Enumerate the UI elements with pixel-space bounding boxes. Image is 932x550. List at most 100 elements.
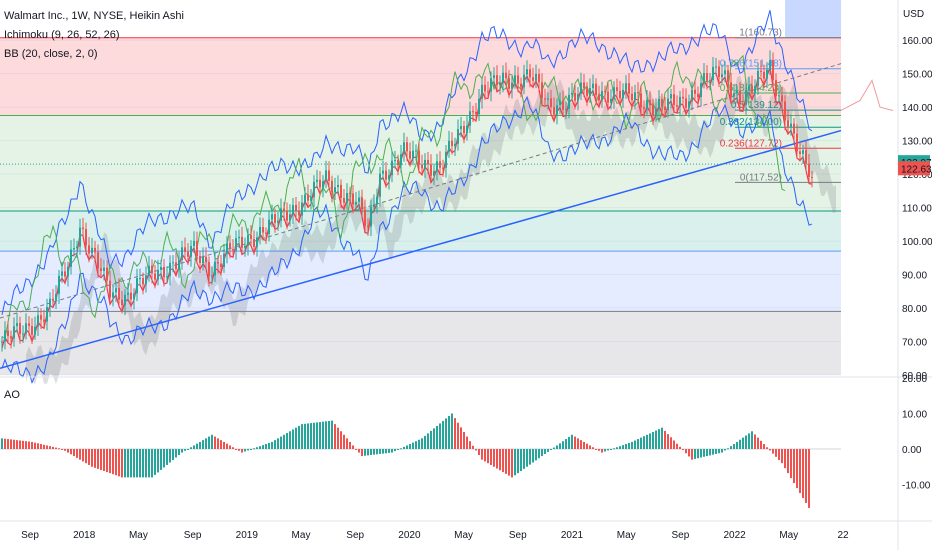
ao-bar [211, 434, 213, 449]
currency-label: USD [903, 9, 925, 20]
ao-bar [97, 449, 99, 469]
candle-body [337, 184, 339, 188]
ao-bar [595, 449, 597, 450]
ao-histogram [1, 413, 810, 508]
candle-body [520, 83, 522, 88]
candle-body [793, 123, 795, 134]
ao-bar [763, 444, 765, 449]
candle-body [517, 75, 519, 84]
candle-body [256, 237, 258, 247]
candle-body [91, 247, 93, 254]
candle-body [748, 85, 750, 91]
candle-body [643, 107, 645, 109]
ao-bar [376, 449, 378, 455]
price-badge-label: 122.63 [901, 164, 932, 175]
candle-body [265, 232, 267, 234]
ao-bar [748, 433, 750, 449]
candle-body [148, 265, 150, 276]
candle-body [157, 269, 159, 280]
candle-body [478, 98, 480, 115]
ichimoku-legend[interactable]: Ichimoku (9, 26, 52, 26) [4, 29, 120, 41]
time-tick-label: Sep [346, 530, 364, 541]
ao-bar [478, 449, 480, 456]
candle-body [259, 227, 261, 238]
bollinger-legend[interactable]: BB (20, close, 2, 0) [4, 48, 98, 60]
ao-bar [232, 447, 234, 449]
candle-body [127, 292, 129, 295]
candle-body [586, 88, 588, 97]
ao-bar [265, 444, 267, 449]
ao-bar [157, 449, 159, 473]
ao-bar [625, 444, 627, 449]
candle-body [418, 150, 420, 165]
fib-retracement: 1(160.73) 0.786(151.48) 0.618(144.23) 0.5(1… [720, 28, 841, 183]
candle-body [100, 268, 102, 272]
ao-bar [280, 436, 282, 449]
candle-body [514, 75, 516, 83]
candle-body [577, 93, 579, 101]
ao-bar [427, 433, 429, 449]
ao-bar [67, 449, 69, 453]
ao-bar [643, 436, 645, 449]
candle-body [484, 84, 486, 92]
ao-bar [487, 449, 489, 464]
candle-body [223, 253, 225, 267]
ao-bar [628, 442, 630, 449]
ao-bar [772, 449, 774, 454]
candle-body [322, 181, 324, 188]
ao-bar [139, 449, 141, 478]
fib-level-label: 0.786(151.48) [720, 59, 782, 70]
ao-tick-label: 10.00 [902, 410, 927, 421]
ao-bar [136, 449, 138, 478]
ao-bar [484, 449, 486, 462]
candle-body [574, 92, 576, 101]
candle-body [502, 72, 504, 83]
candle-body [178, 259, 180, 270]
time-tick-label: Sep [509, 530, 527, 541]
ao-bar [439, 423, 441, 449]
ao-bar [163, 449, 165, 468]
ao-legend[interactable]: AO [4, 389, 20, 401]
ao-bar [430, 430, 432, 449]
candle-body [286, 210, 288, 221]
candle-body [394, 160, 396, 162]
candle-body [247, 235, 249, 246]
candle-body [559, 100, 561, 106]
ao-bar [613, 448, 615, 450]
ao-bar [769, 449, 771, 451]
ao-tick-label: 0.00 [902, 445, 922, 456]
ao-bar [622, 445, 624, 449]
fib-level-label: 0(117.52) [740, 172, 782, 183]
ao-bar [145, 449, 147, 478]
ao-bar [343, 434, 345, 449]
ao-bar [466, 436, 468, 449]
ao-bar [412, 442, 414, 449]
candle-body [310, 197, 312, 201]
candle-body [715, 66, 717, 68]
ao-bar [337, 427, 339, 449]
ao-bar [784, 449, 786, 469]
candle-body [661, 99, 663, 107]
ao-bar [346, 438, 348, 449]
candle-body [538, 74, 540, 83]
candle-body [739, 91, 741, 105]
candle-body [583, 82, 585, 89]
candle-body [631, 93, 633, 101]
ao-bar [154, 449, 156, 475]
ao-bar [703, 449, 705, 457]
ao-bar [202, 440, 204, 449]
candle-body [760, 70, 762, 72]
candle-body [73, 248, 75, 250]
ao-bar [670, 437, 672, 449]
ao-bar [277, 438, 279, 449]
ao-bar [88, 449, 90, 465]
ao-bar [751, 431, 753, 449]
ao-bar [301, 424, 303, 449]
ao-bar [196, 443, 198, 449]
ao-bar [745, 435, 747, 449]
ao-bar [520, 449, 522, 472]
candle-body [253, 239, 255, 247]
ao-bar [361, 449, 363, 457]
candle-body [226, 243, 228, 254]
